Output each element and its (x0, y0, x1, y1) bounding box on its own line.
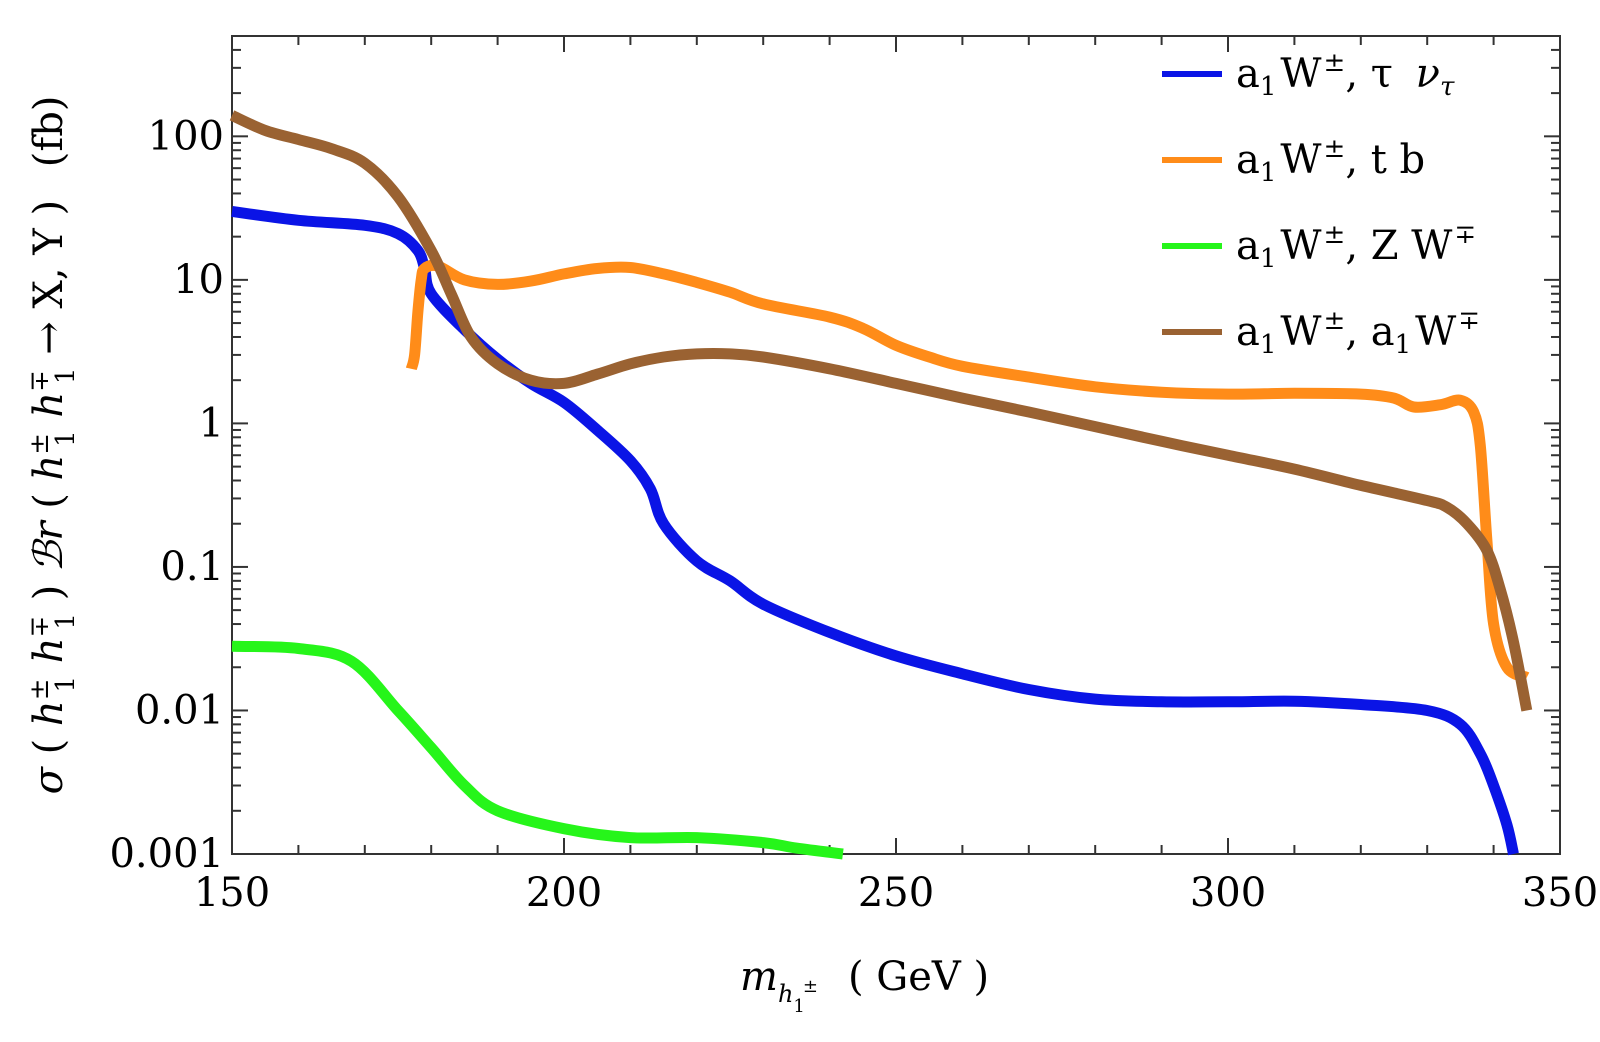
y-tick-label: 1 (199, 400, 224, 446)
series-line-2 (231, 640, 844, 860)
svg-text:mh1±( GeV ): mh1±( GeV ) (740, 954, 989, 1017)
x-tick-label: 300 (1190, 870, 1266, 916)
y-tick-label: 10 (173, 257, 224, 303)
y-tick-label: 0.01 (135, 687, 224, 733)
y-axis-label: σ ( h±1 h∓1 ) ℬr ( h±1 h∓1 → X, Y ) (fb) (25, 96, 84, 795)
tick-labels: 150 200 250 300 350 0.001 0.01 0.1 1 10 100 (109, 113, 1598, 916)
series-line-3 (229, 110, 1533, 712)
y-tick-label: 0.1 (160, 544, 224, 590)
series-line-1 (405, 259, 1530, 683)
series-line-0 (231, 205, 1519, 856)
x-axis-label: mh1±( GeV ) (740, 954, 989, 1017)
x-tick-label: 200 (526, 870, 602, 916)
svg-text:σ ( h±1 h∓: σ ( h±1 h∓1 ) ℬr ( h±1 h∓1 → X, Y ) (fb) (25, 96, 84, 795)
x-tick-label: 150 (194, 870, 270, 916)
x-tick-label: 350 (1522, 870, 1598, 916)
ylabel-sigma: σ (26, 765, 72, 794)
legend-label-3: a1 W±, a1 W∓ (1236, 306, 1480, 360)
y-tick-label: 0.001 (109, 831, 224, 877)
legend-label-0: a1 W±, τ ντ (1236, 48, 1455, 102)
y-tick-label: 100 (148, 113, 224, 159)
series-lines (229, 110, 1533, 860)
legend-label-2: a1 W±, Z W∓ (1236, 220, 1476, 274)
legend: a1 W±, τ ντ a1 W±, t b a1 W±, Z W∓ a1 W±, a1 W∓ (1162, 48, 1480, 360)
legend-label-1: a1 W±, t b (1236, 134, 1425, 188)
x-tick-label: 250 (858, 870, 934, 916)
